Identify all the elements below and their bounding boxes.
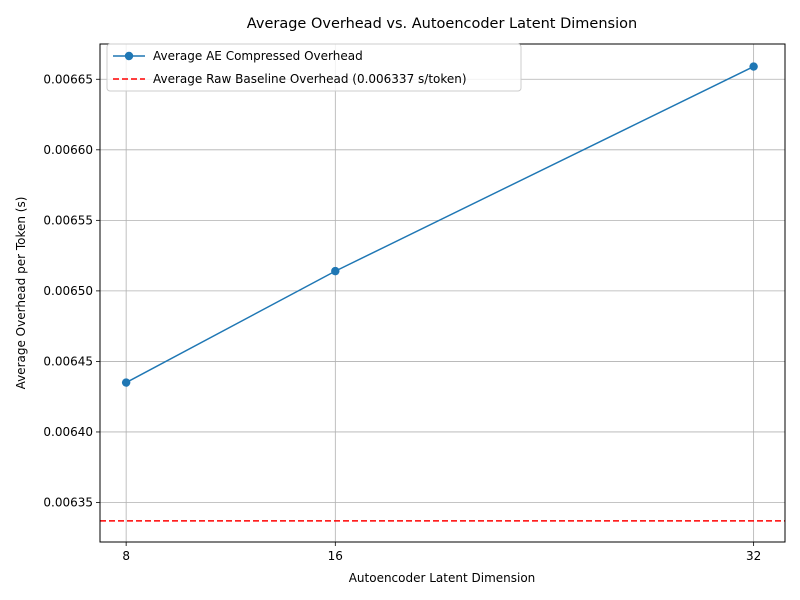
x-tick-label: 32 <box>746 549 761 563</box>
legend-series-label: Average AE Compressed Overhead <box>153 49 363 63</box>
x-tick-label: 16 <box>328 549 343 563</box>
series-point <box>121 378 131 387</box>
legend-baseline-label: Average Raw Baseline Overhead (0.006337 … <box>153 72 467 86</box>
chart-title: Average Overhead vs. Autoencoder Latent … <box>247 16 637 32</box>
y-tick-label: 0.00665 <box>43 72 93 86</box>
y-tick-label: 0.00640 <box>43 425 93 439</box>
series-layer <box>121 62 758 387</box>
y-tick-label: 0.00660 <box>43 143 93 157</box>
x-axis-label: Autoencoder Latent Dimension <box>349 571 536 585</box>
x-tick-label: 8 <box>122 549 130 563</box>
ticks: 8 16 32 0.00635 0.00640 0.00645 0.00650 0.00655… <box>43 72 761 563</box>
y-tick-label: 0.00645 <box>43 354 93 368</box>
y-tick-label: 0.00635 <box>43 495 93 509</box>
series-point <box>331 266 340 276</box>
series-point <box>749 62 758 71</box>
y-tick-label: 0.00650 <box>43 284 93 298</box>
y-tick-label: 0.00655 <box>43 213 93 227</box>
y-axis-label: Average Overhead per Token (s) <box>14 197 28 390</box>
legend-box <box>106 43 522 92</box>
legend: Average AE Compressed Overhead Average R… <box>106 43 522 92</box>
legend-series-marker <box>124 51 134 61</box>
